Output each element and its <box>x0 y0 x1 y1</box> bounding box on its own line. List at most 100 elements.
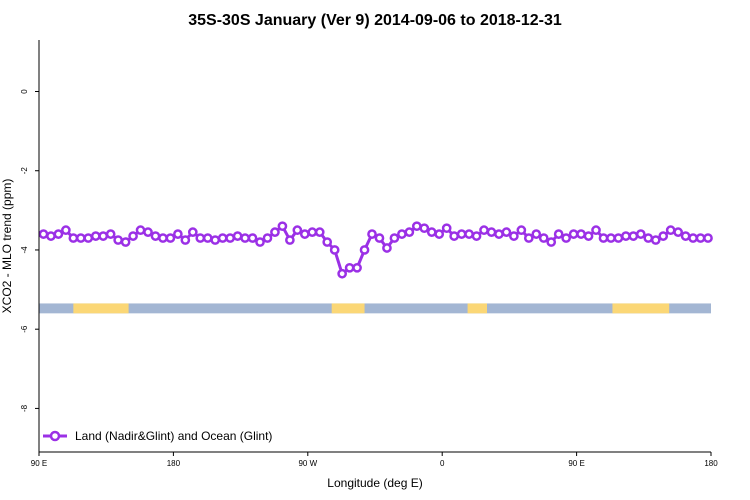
data-point <box>217 233 228 243</box>
data-point <box>441 223 452 234</box>
data-point <box>232 231 243 241</box>
data-point <box>635 229 646 239</box>
x-tick-label: 180 <box>167 459 181 468</box>
land-patch <box>612 303 670 314</box>
data-point <box>165 233 176 243</box>
data-point <box>397 229 407 239</box>
land-patch <box>73 303 129 314</box>
data-point <box>158 233 168 243</box>
data-point <box>688 233 698 243</box>
data-point <box>68 233 79 243</box>
data-point <box>583 231 594 241</box>
data-point <box>270 227 280 237</box>
chart-title: 35S-30S January (Ver 9) 2014-09-06 to 20… <box>188 12 562 29</box>
data-point <box>314 227 325 237</box>
y-axis-label: XCO2 - MLO trend (ppm) <box>0 179 14 314</box>
data-point <box>606 233 616 243</box>
data-point <box>277 221 288 232</box>
legend-label: Land (Nadir&Glint) and Ocean (Glint) <box>75 429 272 443</box>
data-point <box>479 225 489 236</box>
data-point <box>359 245 370 255</box>
data-point <box>449 231 459 241</box>
data-point <box>471 231 482 241</box>
y-tick-label: -2 <box>20 167 29 175</box>
data-point <box>113 235 123 245</box>
data-point <box>494 229 504 239</box>
data-point <box>187 227 198 237</box>
x-axis-label: Longitude (deg E) <box>327 476 422 490</box>
data-point <box>374 233 385 243</box>
legend-marker <box>49 430 61 442</box>
data-point <box>38 229 49 239</box>
y-tick-label: -4 <box>20 246 29 254</box>
data-point <box>180 235 191 245</box>
data-point <box>247 233 258 243</box>
data-point <box>210 235 221 245</box>
y-tick-label: -6 <box>20 325 29 333</box>
data-point <box>337 268 347 279</box>
data-point <box>195 233 206 243</box>
data-point <box>322 237 333 247</box>
data-point <box>509 231 519 241</box>
data-point <box>673 227 683 237</box>
data-point <box>531 229 542 239</box>
data-point <box>501 227 512 237</box>
data-point <box>658 231 669 241</box>
data-point <box>665 225 676 236</box>
x-tick-label: 90 E <box>568 459 584 468</box>
data-point <box>404 227 415 237</box>
data-point <box>703 233 713 243</box>
data-point <box>576 229 586 239</box>
data-point <box>598 233 609 243</box>
data-point <box>120 237 131 247</box>
data-point <box>486 227 497 237</box>
data-point <box>680 231 691 241</box>
legend: Land (Nadir&Glint) and Ocean (Glint) <box>43 429 272 443</box>
series-layer <box>38 221 713 279</box>
data-point <box>411 221 422 232</box>
data-point <box>426 227 437 237</box>
data-point <box>135 225 146 236</box>
x-tick-label: 90 E <box>31 459 47 468</box>
data-point <box>419 223 430 234</box>
land-patch <box>331 303 365 314</box>
data-point <box>382 243 392 253</box>
data-point <box>523 233 534 243</box>
x-tick-label: 90 W <box>298 459 317 468</box>
x-axis-ticks: 90 E 180 90 W 0 90 E 180 <box>31 452 718 468</box>
data-point <box>143 227 153 237</box>
x-tick-label: 0 <box>440 459 445 468</box>
data-point <box>568 229 579 239</box>
data-point <box>621 231 631 241</box>
data-point <box>292 225 303 236</box>
data-point <box>389 233 400 243</box>
ocean-band <box>39 303 711 314</box>
data-point <box>83 233 94 243</box>
x-tick-label: 180 <box>704 459 718 468</box>
data-point <box>225 233 235 243</box>
data-point <box>173 229 183 239</box>
data-point <box>695 233 706 243</box>
data-point <box>591 225 601 236</box>
data-point <box>61 225 71 236</box>
y-tick-label: 0 <box>20 89 29 94</box>
data-point <box>299 229 310 239</box>
data-point <box>285 235 295 245</box>
data-point <box>628 231 639 241</box>
data-point <box>352 262 362 273</box>
data-point <box>240 233 250 243</box>
data-point <box>464 229 474 239</box>
data-point <box>613 233 624 243</box>
data-point <box>538 233 549 243</box>
land-patch <box>467 303 487 314</box>
data-point <box>344 262 355 273</box>
y-tick-label: -8 <box>20 404 29 412</box>
data-point <box>329 245 340 255</box>
data-point <box>516 225 527 236</box>
data-point <box>150 231 161 241</box>
data-point <box>75 233 86 243</box>
data-point <box>434 229 445 239</box>
data-point <box>367 229 377 239</box>
data-point <box>53 229 64 239</box>
